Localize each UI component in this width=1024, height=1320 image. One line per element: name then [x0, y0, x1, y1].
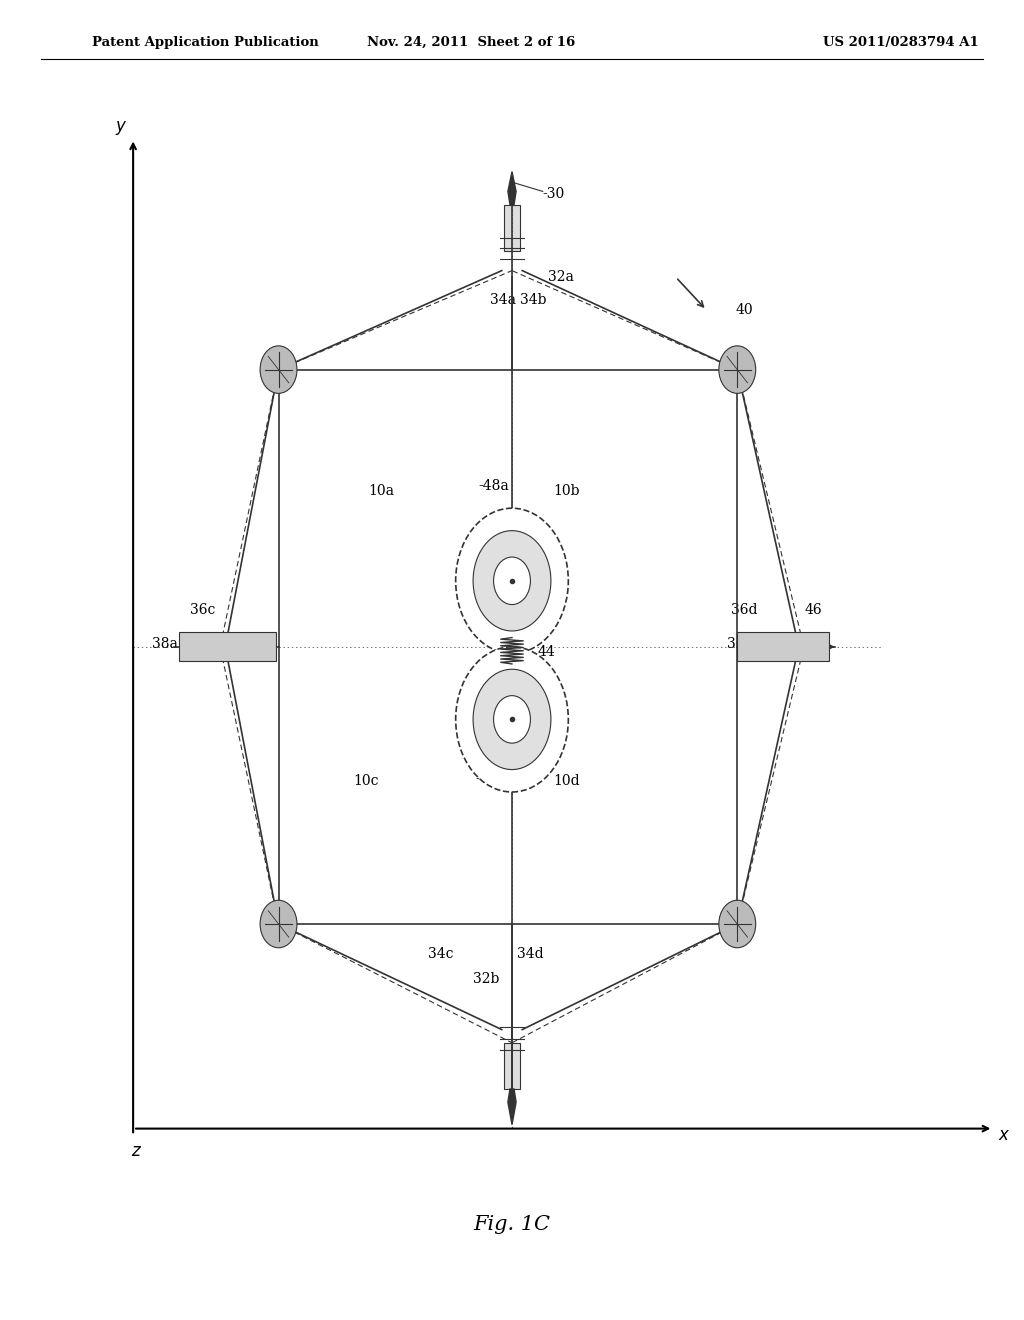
Circle shape [456, 647, 568, 792]
Bar [179, 632, 276, 661]
Text: 32b: 32b [473, 973, 500, 986]
Text: 10b: 10b [553, 484, 580, 498]
Text: 10c: 10c [353, 775, 379, 788]
Text: 42a: 42a [543, 565, 568, 578]
Text: Nov. 24, 2011  Sheet 2 of 16: Nov. 24, 2011 Sheet 2 of 16 [367, 36, 575, 49]
Text: 34b: 34b [520, 293, 547, 306]
Bar [737, 632, 829, 661]
Text: 36a: 36a [190, 638, 216, 651]
Text: 10a: 10a [369, 484, 394, 498]
Text: 34d: 34d [517, 948, 544, 961]
Circle shape [456, 508, 568, 653]
Text: y: y [116, 116, 126, 135]
Polygon shape [508, 172, 516, 205]
Text: Fig. 1C: Fig. 1C [473, 1216, 551, 1234]
Text: 42b: 42b [543, 713, 569, 726]
FancyBboxPatch shape [504, 1043, 520, 1089]
Circle shape [260, 900, 297, 948]
Text: x: x [998, 1126, 1009, 1144]
FancyBboxPatch shape [504, 205, 520, 251]
Text: z: z [131, 1142, 139, 1160]
Text: -48a: -48a [478, 479, 509, 492]
Circle shape [260, 346, 297, 393]
Text: 36d: 36d [731, 603, 758, 616]
Text: -30: -30 [543, 187, 565, 201]
Circle shape [719, 346, 756, 393]
Text: 10d: 10d [553, 775, 580, 788]
Text: 46: 46 [805, 603, 822, 616]
Text: 34c: 34c [428, 948, 454, 961]
Circle shape [473, 531, 551, 631]
Text: 40: 40 [735, 304, 753, 317]
Circle shape [473, 669, 551, 770]
Circle shape [719, 900, 756, 948]
Text: 36c: 36c [190, 603, 216, 616]
Text: US 2011/0283794 A1: US 2011/0283794 A1 [823, 36, 979, 49]
Text: 32a: 32a [548, 271, 573, 284]
Polygon shape [508, 1089, 516, 1125]
Text: 36b: 36b [727, 638, 754, 651]
Text: -48b: -48b [475, 772, 507, 785]
Text: 34a: 34a [490, 293, 516, 306]
Circle shape [494, 557, 530, 605]
Circle shape [494, 696, 530, 743]
Text: Patent Application Publication: Patent Application Publication [92, 36, 318, 49]
Text: 38b: 38b [774, 638, 801, 651]
Text: 38a: 38a [152, 638, 177, 651]
Text: 44: 44 [538, 645, 555, 659]
